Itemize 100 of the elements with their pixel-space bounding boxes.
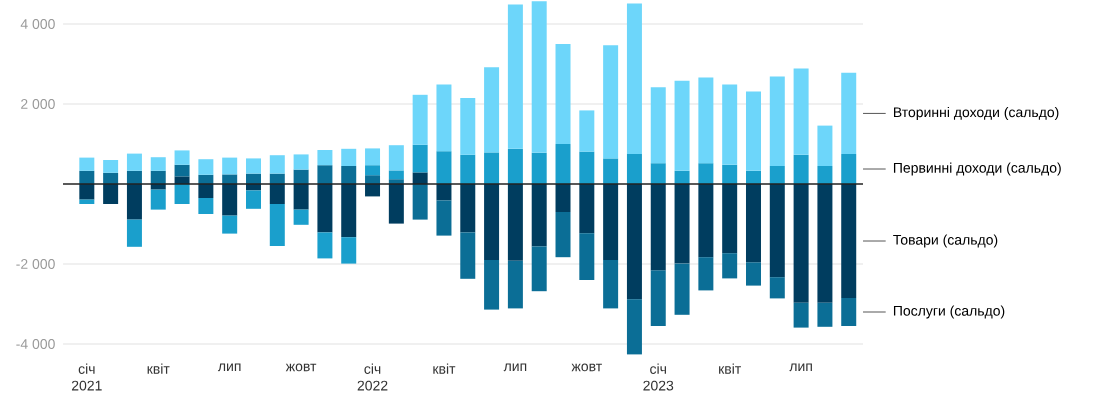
bar xyxy=(507,4,523,149)
x-tick-label: жовт xyxy=(285,363,317,372)
bar xyxy=(769,76,785,167)
bar xyxy=(817,125,833,167)
bar xyxy=(245,190,261,209)
bar xyxy=(460,232,476,279)
bar xyxy=(174,164,190,177)
bar xyxy=(126,153,142,171)
bar xyxy=(603,260,619,309)
text: Первинні доходи (сальдо) xyxy=(893,162,1061,176)
bar xyxy=(531,152,547,185)
x-tick-label: квіт xyxy=(719,363,741,374)
bar xyxy=(626,184,642,300)
bar xyxy=(460,98,476,155)
bar xyxy=(388,170,404,180)
bar xyxy=(793,68,809,155)
bar xyxy=(674,80,690,171)
bar xyxy=(222,215,238,234)
bar xyxy=(436,184,452,201)
bar xyxy=(841,184,857,298)
bar xyxy=(555,184,571,213)
bar xyxy=(436,84,452,152)
bar xyxy=(269,184,285,204)
bar xyxy=(126,219,142,247)
bar xyxy=(388,145,404,171)
bar xyxy=(555,144,571,185)
bar xyxy=(293,169,309,185)
y-tick-label: -2 000 xyxy=(16,259,55,269)
bar xyxy=(793,184,809,303)
bar xyxy=(507,260,523,309)
bar xyxy=(341,148,357,167)
bar xyxy=(793,302,809,328)
bar xyxy=(745,184,761,263)
bar xyxy=(841,154,857,185)
bar xyxy=(722,164,738,185)
bar xyxy=(198,159,214,175)
bar xyxy=(365,165,381,176)
bar xyxy=(341,184,357,238)
bar xyxy=(507,184,523,261)
x-tick-label: січ 2021 xyxy=(71,363,102,391)
bar xyxy=(341,166,357,185)
bar xyxy=(484,260,500,310)
bar xyxy=(555,212,571,258)
bar xyxy=(222,174,238,185)
bar xyxy=(412,94,428,145)
bar xyxy=(269,155,285,174)
bar xyxy=(579,151,595,185)
bar xyxy=(793,154,809,185)
bar xyxy=(626,299,642,355)
bar xyxy=(269,204,285,246)
bar xyxy=(79,170,95,185)
bar xyxy=(293,209,309,225)
bar xyxy=(79,184,95,200)
bar xyxy=(650,163,666,185)
bar xyxy=(531,1,547,153)
bar xyxy=(650,87,666,164)
bar xyxy=(722,184,738,254)
text: Послуги (сальдо) xyxy=(893,305,1005,319)
y-tick-label: 2 000 xyxy=(21,99,55,109)
bar xyxy=(412,172,428,185)
bar xyxy=(722,253,738,279)
text: Товари (сальдо) xyxy=(893,234,998,248)
bar xyxy=(603,158,619,185)
bar xyxy=(174,184,190,204)
bar xyxy=(484,67,500,153)
bar xyxy=(103,184,119,204)
bar xyxy=(579,110,595,152)
bar xyxy=(698,163,714,185)
bar xyxy=(150,157,166,171)
y-tick-label: -4 000 xyxy=(16,339,55,349)
bar xyxy=(626,3,642,155)
bar xyxy=(293,184,309,210)
bar xyxy=(484,152,500,185)
x-tick-label: січ 2022 xyxy=(357,363,388,391)
x-tick-label: квіт xyxy=(147,363,170,374)
bar xyxy=(484,184,500,260)
bar xyxy=(436,200,452,236)
bar xyxy=(650,184,666,271)
bar xyxy=(626,154,642,185)
x-tick-label: жовт xyxy=(571,363,602,372)
bar xyxy=(698,257,714,291)
bar xyxy=(365,148,381,166)
bar xyxy=(507,148,523,185)
bar xyxy=(722,84,738,165)
x-tick-label: січ 2023 xyxy=(643,363,674,391)
x-tick-label: лип xyxy=(789,363,812,372)
bar xyxy=(817,302,833,327)
bar xyxy=(126,170,142,185)
bar xyxy=(579,233,595,280)
bar xyxy=(317,165,333,185)
bar xyxy=(317,184,333,233)
bar xyxy=(460,184,476,233)
x-tick-label: лип xyxy=(217,363,241,372)
bar xyxy=(650,270,666,326)
bar xyxy=(698,184,714,258)
bar xyxy=(817,184,833,303)
x-tick-label: квіт xyxy=(433,363,456,374)
bar xyxy=(79,199,95,204)
bar xyxy=(531,184,547,247)
bar xyxy=(674,263,690,315)
